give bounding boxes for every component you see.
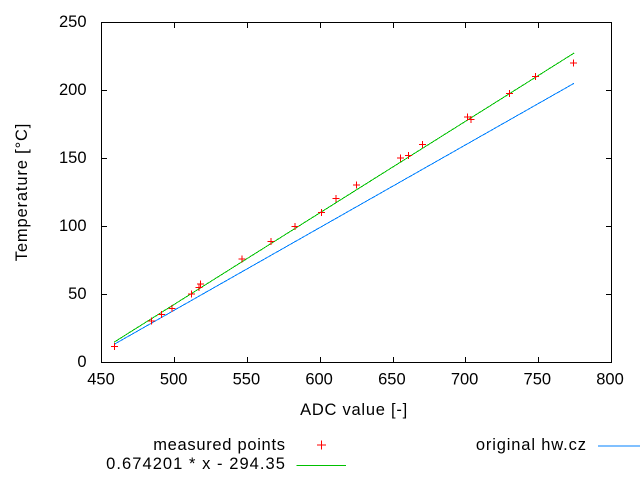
- svg-text:700: 700: [451, 371, 479, 389]
- svg-text:500: 500: [160, 371, 188, 389]
- svg-text:measured points: measured points: [153, 436, 286, 454]
- svg-text:600: 600: [305, 371, 333, 389]
- svg-text:150: 150: [59, 149, 87, 167]
- svg-text:0.674201 * x - 294.35: 0.674201 * x - 294.35: [106, 455, 286, 473]
- svg-text:Temperature [°C]: Temperature [°C]: [13, 123, 31, 262]
- svg-text:450: 450: [87, 371, 115, 389]
- svg-text:50: 50: [68, 285, 86, 303]
- svg-text:original hw.cz: original hw.cz: [476, 436, 587, 454]
- svg-text:800: 800: [596, 371, 624, 389]
- svg-text:550: 550: [233, 371, 261, 389]
- svg-text:650: 650: [378, 371, 406, 389]
- svg-text:100: 100: [59, 217, 87, 235]
- svg-text:750: 750: [524, 371, 552, 389]
- svg-text:200: 200: [59, 81, 87, 99]
- svg-text:250: 250: [59, 13, 87, 31]
- svg-text:ADC value [-]: ADC value [-]: [300, 401, 408, 419]
- svg-text:0: 0: [77, 353, 86, 371]
